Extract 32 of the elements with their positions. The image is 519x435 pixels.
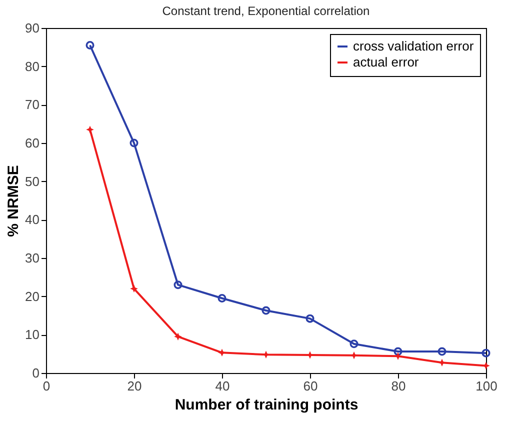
point (174, 332, 182, 340)
y-tick-label: 70 (25, 97, 40, 112)
x-tick-label: 20 (127, 378, 142, 394)
chart-title: Constant trend, Exponential correlation (162, 4, 370, 18)
legend-label: cross validation error (353, 38, 474, 54)
point (130, 284, 138, 293)
point (218, 294, 226, 302)
y-tick-label: 50 (25, 174, 40, 189)
y-axis-title: % NRMSE (5, 165, 22, 237)
y-tick-label: 30 (25, 250, 40, 266)
y-tick-label: 60 (25, 136, 40, 150)
point (350, 340, 358, 348)
point (306, 314, 314, 323)
point (394, 347, 402, 356)
legend-label: actual error (353, 54, 420, 70)
y-tick-label: 0 (32, 366, 40, 380)
x-tick-label: 100 (476, 378, 498, 394)
point (86, 126, 94, 134)
point (262, 306, 270, 315)
x-axis-title: Number of training points (174, 396, 358, 414)
y-tick-label: 90 (25, 20, 40, 36)
y-tick-label: 80 (25, 58, 40, 74)
x-tick-label: 40 (215, 378, 230, 394)
x-tick-label: 60 (303, 378, 318, 394)
point (438, 347, 446, 356)
y-tick-label: 10 (25, 327, 40, 342)
x-tick-label: 0 (42, 378, 50, 394)
point (130, 138, 138, 148)
point (174, 280, 182, 290)
y-tick-label: 20 (25, 288, 40, 304)
y-tick-label: 40 (25, 212, 40, 228)
x-tick-label: 80 (391, 378, 406, 394)
